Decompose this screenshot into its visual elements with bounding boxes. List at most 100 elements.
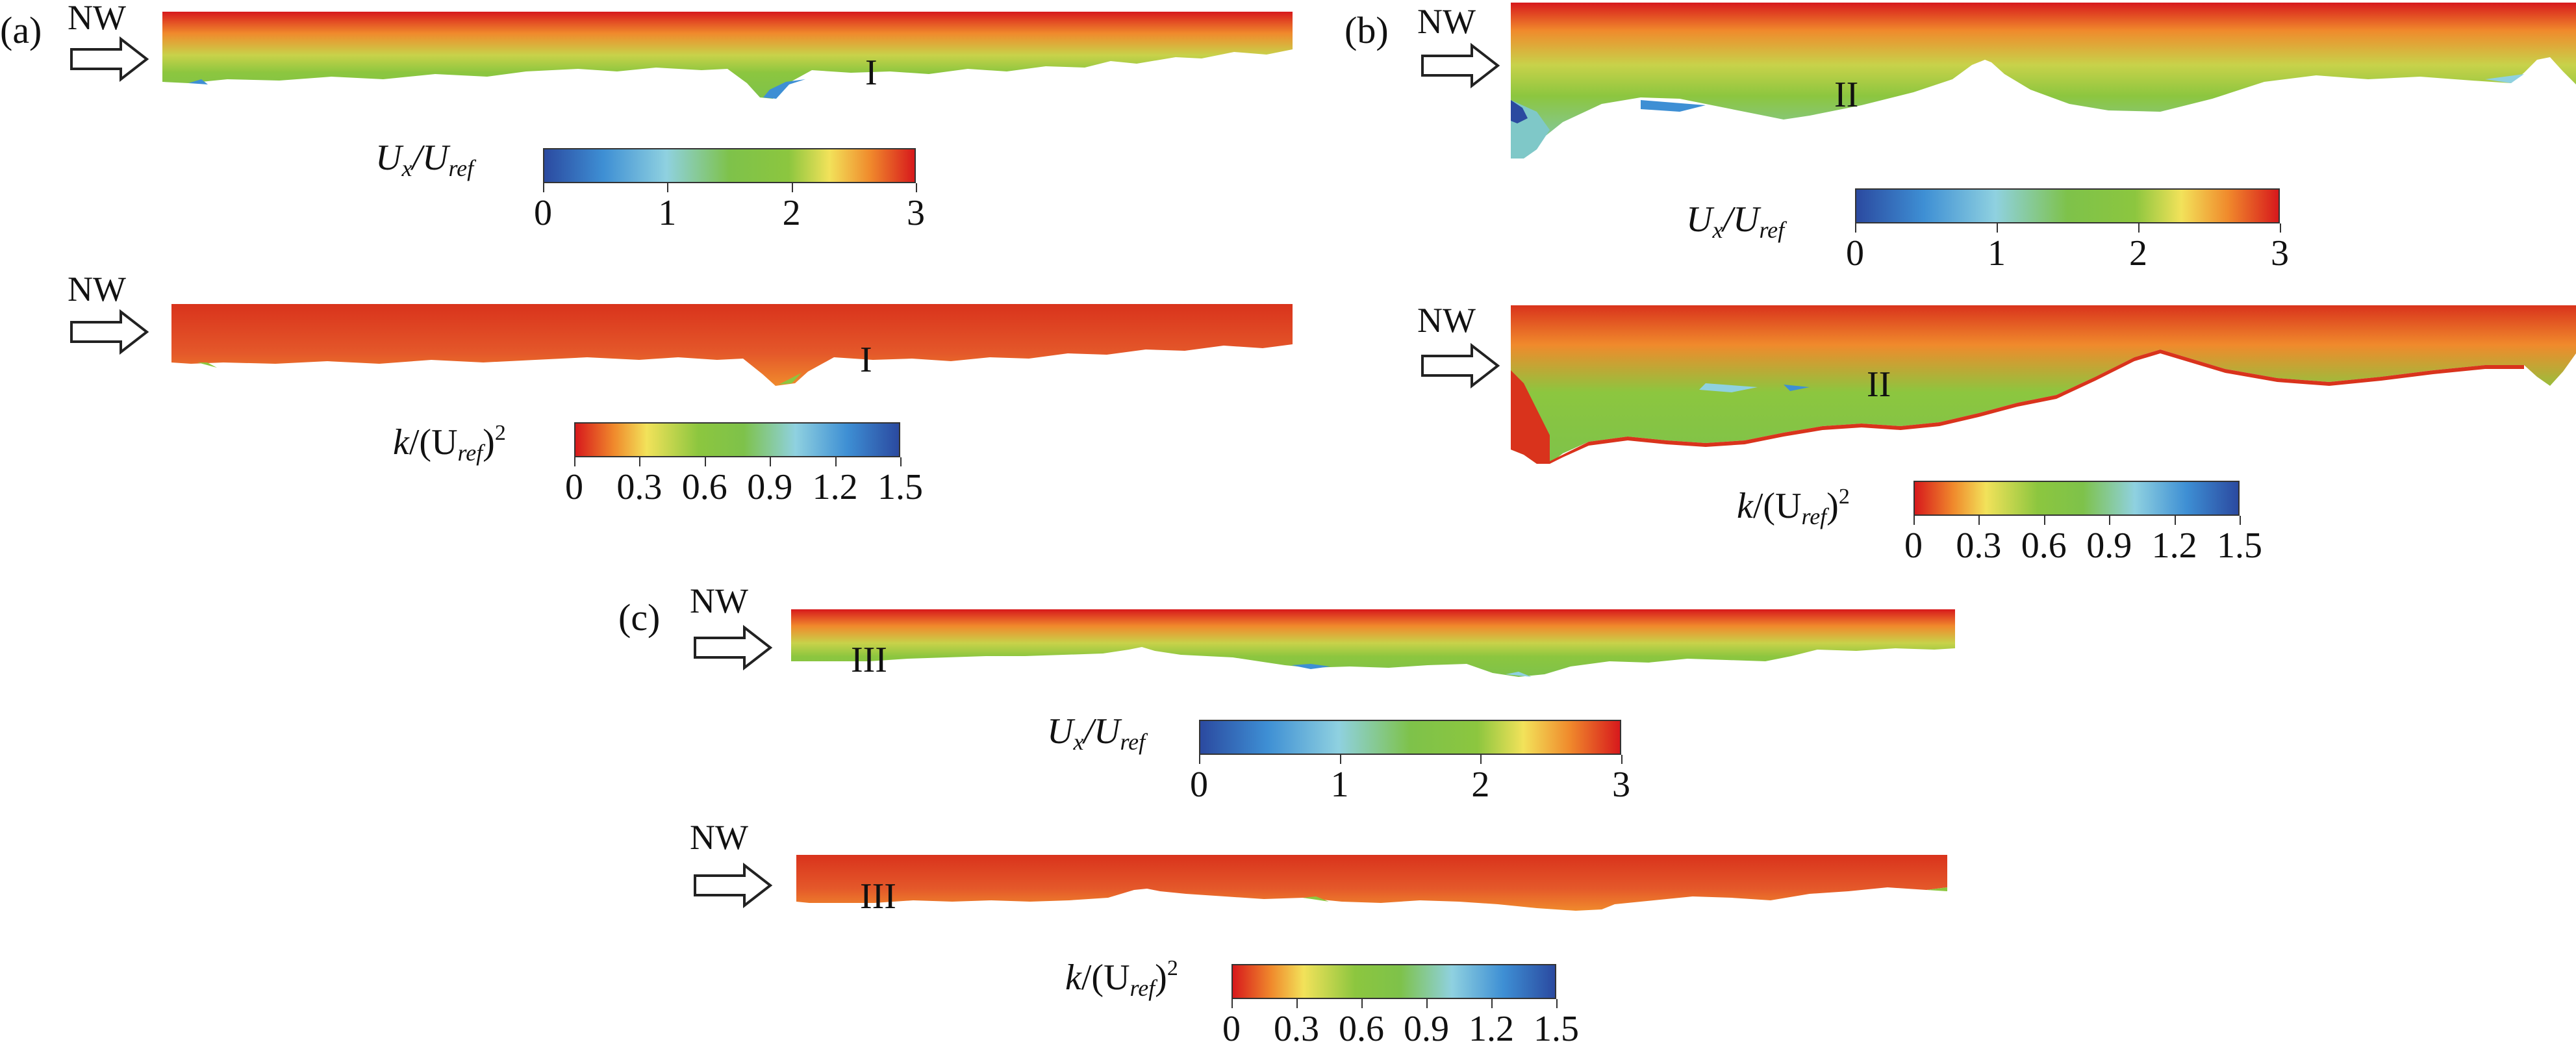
- section-label: II: [1867, 364, 1891, 405]
- wind-direction-label: NW: [1417, 301, 1476, 340]
- panel-label: (b): [1345, 9, 1389, 51]
- velocity-colorbar-label: Ux/Uref: [1686, 199, 1785, 243]
- tke-contour-c: III: [796, 855, 1947, 917]
- colorbar-tick-label: 1.5: [878, 467, 923, 507]
- colorbar-tick-label: 0.3: [1956, 526, 2002, 566]
- colorbar-tick: [1426, 999, 1428, 1008]
- colorbar-tick-label: 1.2: [812, 467, 858, 507]
- colorbar-tick: [1855, 223, 1856, 233]
- velocity-colorbar: [1199, 720, 1621, 755]
- colorbar-tick-label: 2: [782, 193, 801, 233]
- colorbar-tick-label: 0.6: [681, 467, 727, 507]
- colorbar-tick-label: 2: [1471, 765, 1490, 805]
- colorbar-tick-label: 0.9: [2086, 526, 2132, 566]
- velocity-colorbar: [543, 148, 916, 183]
- colorbar-tick-label: 0: [565, 467, 583, 507]
- wind-arrow-icon: [694, 863, 773, 908]
- colorbar-tick-label: 1: [1330, 765, 1349, 805]
- colorbar-tick-label: 1.5: [2217, 526, 2262, 566]
- colorbar-tick: [2280, 223, 2281, 233]
- velocity-colorbar-label: Ux/Uref: [1047, 711, 1146, 755]
- colorbar-tick: [2174, 516, 2176, 525]
- panel-label: (c): [618, 596, 661, 639]
- colorbar-tick: [704, 457, 706, 466]
- colorbar-tick-label: 3: [2271, 233, 2289, 273]
- colorbar-tick: [2240, 516, 2241, 525]
- colorbar-tick-label: 0.3: [1274, 1009, 1319, 1049]
- wind-arrow-icon: [1421, 43, 1500, 88]
- colorbar-tick-label: 0.9: [1404, 1009, 1449, 1049]
- section-label: III: [851, 640, 887, 680]
- colorbar-tick-label: 0.6: [2021, 526, 2067, 566]
- colorbar-tick: [543, 183, 544, 192]
- colorbar-tick-label: 0: [534, 193, 552, 233]
- wind-arrow-icon: [1421, 343, 1500, 388]
- colorbar-tick: [1361, 999, 1363, 1008]
- colorbar-tick-label: 0: [1904, 526, 1923, 566]
- velocity-contour-c: III: [791, 609, 1955, 680]
- tke-colorbar: [1913, 481, 2240, 516]
- colorbar-tick: [1199, 755, 1200, 764]
- wind-arrow-icon: [694, 625, 773, 670]
- colorbar-tick: [1621, 755, 1623, 764]
- section-label: I: [860, 340, 872, 380]
- section-label: II: [1834, 75, 1858, 115]
- colorbar-tick-label: 0: [1222, 1009, 1241, 1049]
- colorbar-tick: [1913, 516, 1915, 525]
- colorbar-tick: [1480, 755, 1482, 764]
- section-label: III: [860, 876, 896, 917]
- colorbar-tick: [1339, 755, 1341, 764]
- colorbar-tick: [1997, 223, 1998, 233]
- colorbar-tick-label: 0: [1846, 233, 1864, 273]
- colorbar-tick: [1296, 999, 1298, 1008]
- colorbar-tick: [2109, 516, 2111, 525]
- colorbar-tick-label: 1.2: [1469, 1009, 1514, 1049]
- velocity-colorbar-label: Ux/Uref: [375, 138, 474, 181]
- colorbar-tick-label: 2: [2129, 233, 2147, 273]
- colorbar-tick-label: 3: [907, 193, 925, 233]
- wind-direction-label: NW: [690, 581, 748, 620]
- colorbar-tick: [2138, 223, 2140, 233]
- colorbar-tick: [1231, 999, 1233, 1008]
- colorbar-tick: [574, 457, 575, 466]
- section-label: I: [865, 53, 878, 93]
- colorbar-tick: [791, 183, 793, 192]
- tke-colorbar: [574, 422, 900, 457]
- colorbar-tick-label: 0.3: [616, 467, 663, 507]
- colorbar-tick: [916, 183, 917, 192]
- wind-direction-label: NW: [68, 0, 126, 37]
- velocity-colorbar-ticks: 0 1 2 3: [1846, 223, 2289, 272]
- wind-arrow-icon: [70, 309, 149, 355]
- velocity-colorbar-ticks: 0 1 2 3: [1190, 755, 1630, 803]
- wind-direction-label: NW: [68, 270, 126, 309]
- tke-colorbar-label: k/(Uref)2: [1737, 485, 1850, 529]
- tke-colorbar-label: k/(Uref)2: [1065, 956, 1178, 1001]
- wind-direction-label: NW: [690, 818, 748, 857]
- colorbar-tick-label: 1.5: [1534, 1009, 1579, 1049]
- colorbar-tick-label: 1: [1988, 233, 2006, 273]
- velocity-contour-a: I: [162, 12, 1293, 99]
- tke-colorbar: [1231, 964, 1556, 999]
- colorbar-tick: [770, 457, 772, 466]
- colorbar-tick: [1556, 999, 1558, 1008]
- colorbar-tick-label: 1.2: [2151, 526, 2197, 566]
- tke-colorbar-ticks: 0 0.3 0.6 0.9 1.2 1.5: [1904, 516, 2262, 564]
- colorbar-tick: [639, 457, 641, 466]
- colorbar-tick-label: 0.9: [747, 467, 793, 507]
- wind-direction-label: NW: [1417, 2, 1476, 41]
- wind-arrow-icon: [70, 36, 149, 82]
- colorbar-tick-label: 0: [1190, 765, 1208, 805]
- colorbar-tick-label: 0.6: [1339, 1009, 1384, 1049]
- tke-colorbar-ticks: 0 0.3 0.6 0.9 1.2 1.5: [565, 457, 923, 505]
- colorbar-tick: [900, 457, 902, 466]
- colorbar-tick: [835, 457, 837, 466]
- colorbar-tick-label: 1: [658, 193, 677, 233]
- colorbar-tick: [1978, 516, 1980, 525]
- velocity-colorbar: [1855, 188, 2280, 223]
- velocity-contour-b: II: [1511, 3, 2576, 159]
- velocity-colorbar-ticks: 0 1 2 3: [534, 183, 925, 231]
- tke-contour-b: II: [1511, 305, 2576, 464]
- colorbar-tick-label: 3: [1612, 765, 1630, 805]
- tke-colorbar-label: k/(Uref)2: [393, 421, 506, 466]
